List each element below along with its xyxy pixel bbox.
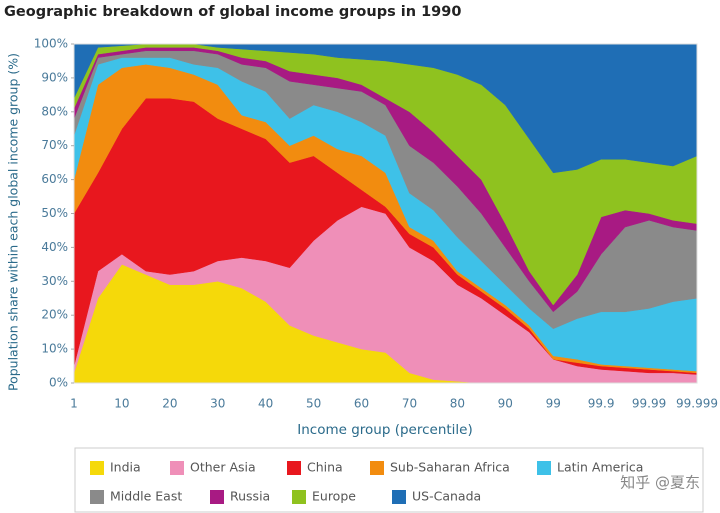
- legend-swatch: [537, 461, 551, 475]
- legend-label: Other Asia: [190, 460, 256, 475]
- x-tick-label: 90: [498, 397, 513, 411]
- legend-label: India: [110, 460, 141, 475]
- legend-swatch: [292, 490, 306, 504]
- y-tick-label: 10%: [41, 342, 68, 356]
- x-tick-label: 60: [354, 397, 369, 411]
- x-tick-label: 1: [70, 397, 78, 411]
- y-tick-label: 20%: [41, 308, 68, 322]
- chart-title: Geographic breakdown of global income gr…: [4, 4, 461, 20]
- x-tick-label: 70: [402, 397, 417, 411]
- x-tick-label: 99.99: [632, 397, 666, 411]
- legend-label: US-Canada: [412, 489, 481, 504]
- legend-label: Sub-Saharan Africa: [390, 460, 510, 475]
- legend-swatch: [210, 490, 224, 504]
- x-tick-label: 20: [162, 397, 177, 411]
- x-tick-label: 99.9: [588, 397, 615, 411]
- legend-label: Europe: [312, 489, 356, 504]
- x-axis-title: Income group (percentile): [297, 422, 473, 438]
- legend-box: [74, 447, 704, 513]
- legend-swatch: [170, 461, 184, 475]
- legend-label: Middle East: [110, 489, 182, 504]
- x-tick-label: 99.999: [676, 397, 718, 411]
- x-tick-label: 99: [546, 397, 561, 411]
- x-tick-label: 80: [450, 397, 465, 411]
- y-tick-label: 60%: [41, 172, 68, 186]
- legend-label: Latin America: [557, 460, 643, 475]
- y-tick-label: 90%: [41, 70, 68, 84]
- y-tick-label: 70%: [41, 138, 68, 152]
- x-tick-label: 10: [114, 397, 129, 411]
- legend-swatch: [90, 461, 104, 475]
- x-tick-label: 40: [258, 397, 273, 411]
- y-tick-label: 100%: [34, 37, 68, 51]
- x-tick-label: 50: [306, 397, 321, 411]
- x-tick-label: 30: [210, 397, 225, 411]
- y-tick-label: 50%: [41, 206, 68, 220]
- watermark: 知乎 @夏东: [620, 474, 700, 492]
- legend-label: China: [307, 460, 343, 475]
- y-axis-title: Population share within each global inco…: [6, 53, 21, 391]
- legend-swatch: [392, 490, 406, 504]
- legend-swatch: [287, 461, 301, 475]
- y-tick-label: 30%: [41, 274, 68, 288]
- y-tick-label: 80%: [41, 104, 68, 118]
- legend-swatch: [370, 461, 384, 475]
- y-tick-label: 40%: [41, 240, 68, 254]
- y-tick-label: 0%: [49, 376, 68, 390]
- legend-label: Russia: [230, 489, 270, 504]
- legend-swatch: [90, 490, 104, 504]
